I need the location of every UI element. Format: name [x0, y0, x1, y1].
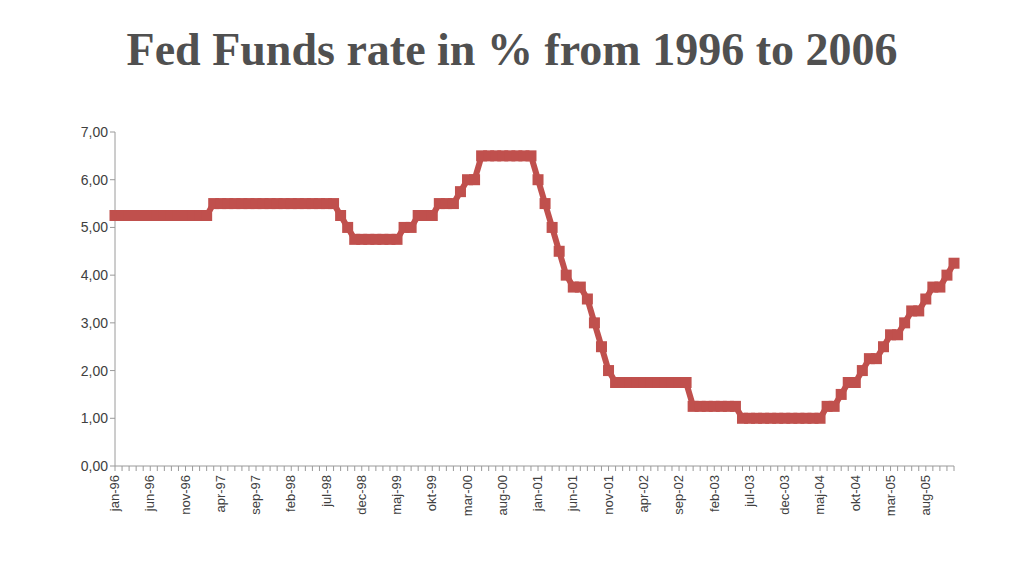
svg-text:maj-99: maj-99 — [389, 475, 404, 515]
html-text:Fed Funds rate in % from 1996: Fed Funds rate in % from 1996 to 2006 — [126, 24, 898, 75]
svg-text:sep-02: sep-02 — [671, 475, 686, 515]
svg-text:jul-98: jul-98 — [319, 475, 334, 508]
svg-text:dec-03: dec-03 — [777, 475, 792, 515]
svg-text:jun-96: jun-96 — [142, 475, 157, 512]
svg-text:sep-97: sep-97 — [248, 475, 263, 515]
svg-text:aug-00: aug-00 — [495, 475, 510, 515]
svg-text:nov-01: nov-01 — [601, 475, 616, 515]
svg-text:apr-97: apr-97 — [213, 475, 228, 513]
svg-text:1,00: 1,00 — [81, 410, 108, 426]
svg-text:aug-05: aug-05 — [918, 475, 933, 515]
svg-text:nov-96: nov-96 — [178, 475, 193, 515]
svg-text:okt-99: okt-99 — [424, 475, 439, 511]
svg-text:okt-04: okt-04 — [848, 475, 863, 511]
svg-text:feb-98: feb-98 — [283, 475, 298, 512]
svg-text:3,00: 3,00 — [81, 315, 108, 331]
svg-text:7,00: 7,00 — [81, 124, 108, 140]
svg-text:6,00: 6,00 — [81, 172, 108, 188]
svg-text:maj-04: maj-04 — [812, 475, 827, 515]
svg-text:0,00: 0,00 — [81, 458, 108, 474]
svg-text:dec-98: dec-98 — [354, 475, 369, 515]
svg-text:jan-96: jan-96 — [107, 475, 122, 512]
svg-text:feb-03: feb-03 — [707, 475, 722, 512]
svg-text:mar-05: mar-05 — [883, 475, 898, 516]
svg-text:jul-03: jul-03 — [742, 475, 757, 508]
svg-text:jan-01: jan-01 — [530, 475, 545, 512]
svg-text:5,00: 5,00 — [81, 219, 108, 235]
svg-text:4,00: 4,00 — [81, 267, 108, 283]
svg-text:2,00: 2,00 — [81, 363, 108, 379]
svg-text:jun-01: jun-01 — [566, 475, 581, 512]
svg-text:mar-00: mar-00 — [460, 475, 475, 516]
svg-text:apr-02: apr-02 — [636, 475, 651, 513]
